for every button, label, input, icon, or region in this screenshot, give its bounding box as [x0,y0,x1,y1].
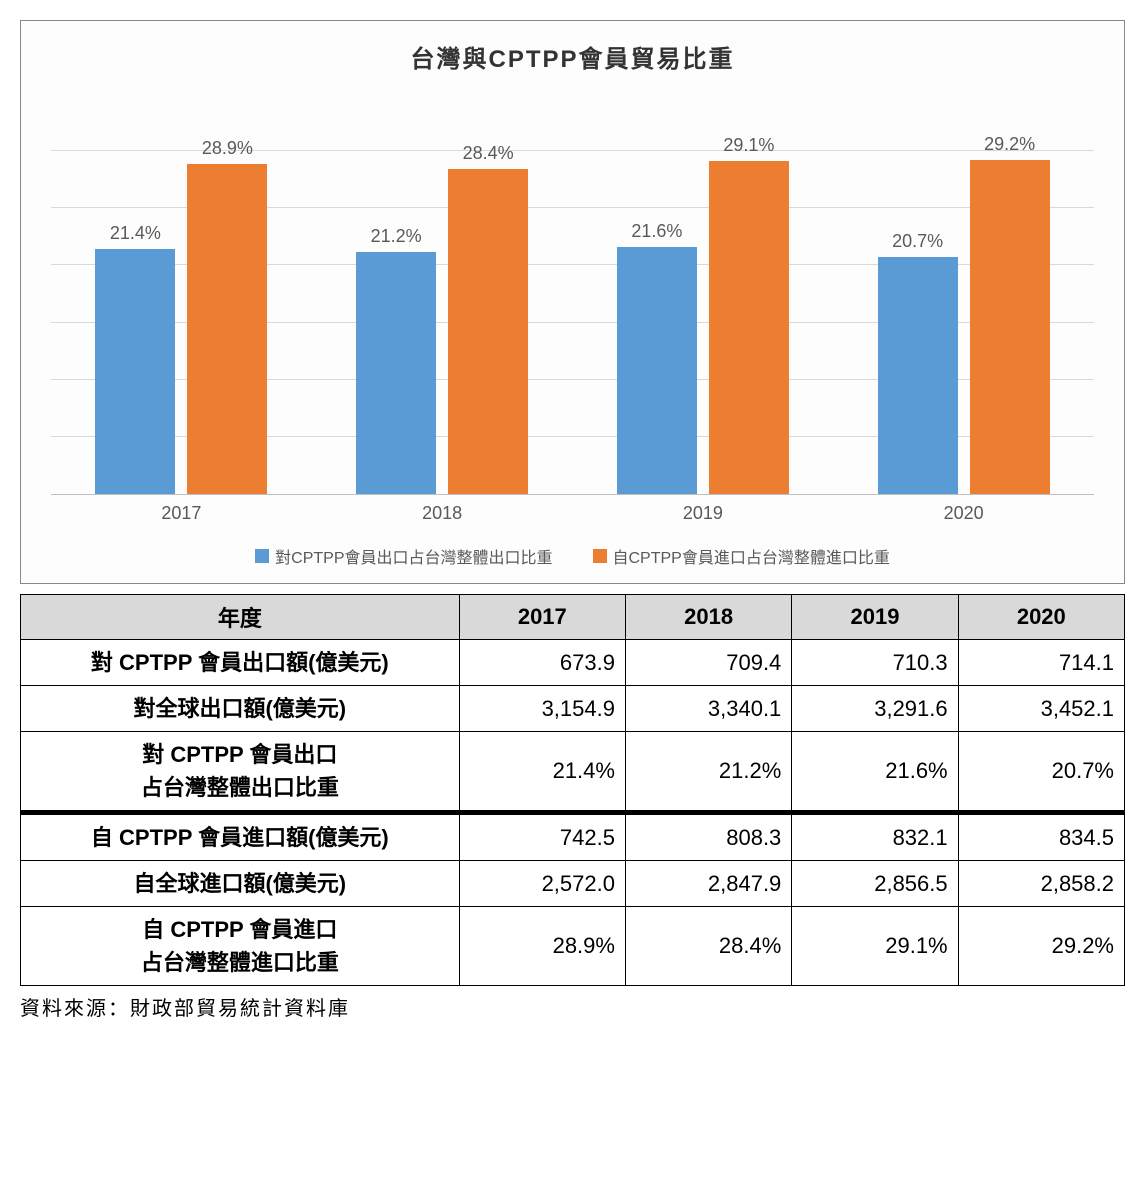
table-row: 自 CPTPP 會員進口占台灣整體進口比重28.9%28.4%29.1%29.2… [21,907,1125,986]
cell-value: 28.4% [625,907,791,986]
cell-value: 742.5 [459,813,625,861]
cell-value: 29.1% [792,907,958,986]
cell-value: 714.1 [958,640,1124,686]
bar-value-label: 21.6% [631,221,682,242]
cell-value: 20.7% [958,732,1124,813]
cell-value: 2,858.2 [958,861,1124,907]
cell-value: 673.9 [459,640,625,686]
bar-value-label: 28.9% [202,138,253,159]
year-group: 21.6%29.1% [573,94,834,494]
x-tick: 2019 [573,503,834,524]
col-header: 2018 [625,595,791,640]
bar-value-label: 28.4% [463,143,514,164]
legend-swatch-import [593,549,607,563]
bar-value-label: 29.2% [984,134,1035,155]
x-tick: 2018 [312,503,573,524]
cell-value: 3,452.1 [958,686,1124,732]
table-row: 對全球出口額(億美元)3,154.93,340.13,291.63,452.1 [21,686,1125,732]
bar-export: 21.4% [95,249,175,494]
x-tick: 2020 [833,503,1094,524]
row-label: 對 CPTPP 會員出口額(億美元) [21,640,460,686]
col-header-year: 年度 [21,595,460,640]
chart-title: 台灣與CPTPP會員貿易比重 [41,39,1104,74]
table-row: 自全球進口額(億美元)2,572.02,847.92,856.52,858.2 [21,861,1125,907]
cell-value: 3,340.1 [625,686,791,732]
row-label: 自 CPTPP 會員進口額(億美元) [21,813,460,861]
legend-item-export: 對CPTPP會員出口占台灣整體出口比重 [255,544,552,568]
bar-import: 29.2% [970,160,1050,494]
legend: 對CPTPP會員出口占台灣整體出口比重 自CPTPP會員進口占台灣整體進口比重 [41,544,1104,568]
cell-value: 2,856.5 [792,861,958,907]
row-label: 對全球出口額(億美元) [21,686,460,732]
year-group: 21.4%28.9% [51,94,312,494]
cell-value: 21.6% [792,732,958,813]
bar-export: 21.2% [356,252,436,494]
plot-area: 21.4%28.9%21.2%28.4%21.6%29.1%20.7%29.2% [51,94,1094,495]
bar-import: 28.4% [448,169,528,494]
cell-value: 2,572.0 [459,861,625,907]
legend-label-export: 對CPTPP會員出口占台灣整體出口比重 [275,544,552,568]
bar-value-label: 21.2% [371,226,422,247]
cell-value: 709.4 [625,640,791,686]
x-axis: 2017201820192020 [51,503,1094,524]
cell-value: 3,291.6 [792,686,958,732]
table-row: 對 CPTPP 會員出口額(億美元)673.9709.4710.3714.1 [21,640,1125,686]
table-row: 對 CPTPP 會員出口占台灣整體出口比重21.4%21.2%21.6%20.7… [21,732,1125,813]
col-header: 2020 [958,595,1124,640]
legend-item-import: 自CPTPP會員進口占台灣整體進口比重 [593,544,890,568]
row-label: 自 CPTPP 會員進口占台灣整體進口比重 [21,907,460,986]
bar-value-label: 29.1% [723,135,774,156]
bar-export: 20.7% [878,257,958,494]
bar-value-label: 20.7% [892,231,943,252]
cell-value: 710.3 [792,640,958,686]
bar-value-label: 21.4% [110,223,161,244]
bar-import: 28.9% [187,164,267,494]
col-header: 2019 [792,595,958,640]
row-label: 對 CPTPP 會員出口占台灣整體出口比重 [21,732,460,813]
cell-value: 29.2% [958,907,1124,986]
x-tick: 2017 [51,503,312,524]
row-label: 自全球進口額(億美元) [21,861,460,907]
year-group: 21.2%28.4% [312,94,573,494]
legend-label-import: 自CPTPP會員進口占台灣整體進口比重 [613,544,890,568]
cell-value: 28.9% [459,907,625,986]
col-header: 2017 [459,595,625,640]
bar-import: 29.1% [709,161,789,494]
cell-value: 21.2% [625,732,791,813]
bar-export: 21.6% [617,247,697,494]
cell-value: 834.5 [958,813,1124,861]
data-table: 年度2017201820192020 對 CPTPP 會員出口額(億美元)673… [20,594,1125,986]
legend-swatch-export [255,549,269,563]
cell-value: 2,847.9 [625,861,791,907]
table-row: 自 CPTPP 會員進口額(億美元)742.5808.3832.1834.5 [21,813,1125,861]
cell-value: 808.3 [625,813,791,861]
cell-value: 21.4% [459,732,625,813]
source-note: 資料來源：財政部貿易統計資料庫 [20,992,1125,1021]
cell-value: 832.1 [792,813,958,861]
cell-value: 3,154.9 [459,686,625,732]
year-group: 20.7%29.2% [833,94,1094,494]
chart-container: 台灣與CPTPP會員貿易比重 21.4%28.9%21.2%28.4%21.6%… [20,20,1125,584]
